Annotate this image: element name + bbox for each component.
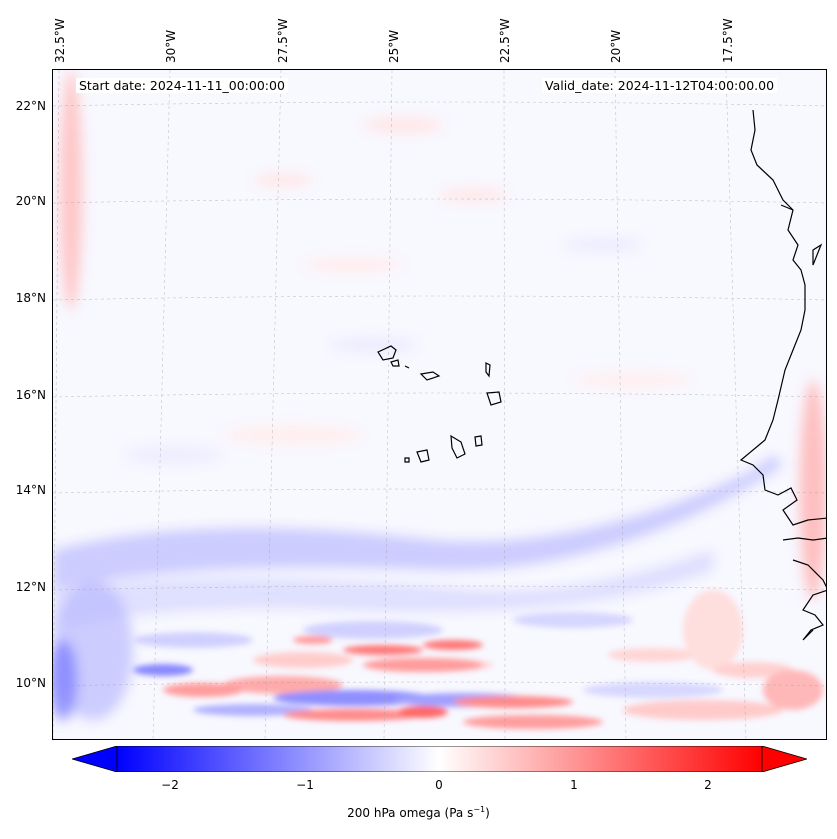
colorbar-tick-minus-2: −2 xyxy=(161,778,179,792)
island-santo-antao xyxy=(377,345,397,361)
cape-verde-islands xyxy=(377,345,502,463)
gambia-coast xyxy=(782,537,826,541)
lat-label-16n: 16°N xyxy=(15,388,46,402)
lon-label-30w: 30°W xyxy=(164,29,178,63)
colorbar-label-suffix: ) xyxy=(485,806,490,820)
southern-convective-region xyxy=(133,590,823,729)
island-maio xyxy=(474,435,483,447)
guinea-bissau-coast xyxy=(792,559,826,641)
lon-label-20w: 20°W xyxy=(609,29,623,63)
start-date-label: Start date: 2024-11-11_00:00:00 xyxy=(76,78,288,93)
lat-label-10n: 10°N xyxy=(15,676,46,690)
graticule xyxy=(53,70,826,739)
lon-label-27-5w: 27.5°W xyxy=(276,18,290,63)
colorbar xyxy=(70,745,809,776)
colorbar-tick-0: 0 xyxy=(435,778,443,792)
africa-coastline xyxy=(739,109,826,526)
island-santiago xyxy=(450,434,466,459)
colorbar-tick-minus-1: −1 xyxy=(296,778,314,792)
omega-field-map xyxy=(53,70,826,739)
colorbar-label-prefix: 200 hPa omega (Pa s xyxy=(347,806,474,820)
lat-label-22n: 22°N xyxy=(15,99,46,113)
valid-date-label: Valid_date: 2024-11-12T04:00:00.00 xyxy=(542,78,778,93)
colorbar-tick-1: 1 xyxy=(570,778,578,792)
island-boa-vista xyxy=(486,391,502,406)
lat-label-18n: 18°N xyxy=(15,291,46,305)
lat-label-12n: 12°N xyxy=(15,580,46,594)
colorbar-label-exponent: −1 xyxy=(473,805,486,814)
island-santa-luzia xyxy=(404,365,410,369)
colorbar-label: 200 hPa omega (Pa s−1) xyxy=(0,805,837,820)
colorbar-tick-2: 2 xyxy=(704,778,712,792)
island-sao-nicolau xyxy=(419,371,441,381)
lon-label-22-5w: 22.5°W xyxy=(498,18,512,63)
island-fogo xyxy=(416,449,430,463)
colorbar-overflow-arrow xyxy=(761,745,809,773)
lon-label-17-5w: 17.5°W xyxy=(721,18,735,63)
coastlines xyxy=(739,109,826,641)
lat-label-20n: 20°N xyxy=(15,194,46,208)
island-sao-vicente xyxy=(390,359,400,367)
island-brava xyxy=(404,457,410,463)
island-sal xyxy=(485,362,491,378)
lat-label-14n: 14°N xyxy=(15,483,46,497)
map-panel xyxy=(52,69,827,740)
colorbar-body xyxy=(116,745,763,773)
colorbar-underflow-arrow xyxy=(70,745,118,773)
lon-label-25w: 25°W xyxy=(387,29,401,63)
colorbar-graphic xyxy=(70,745,809,776)
lon-label-32-5w: 32.5°W xyxy=(53,18,67,63)
